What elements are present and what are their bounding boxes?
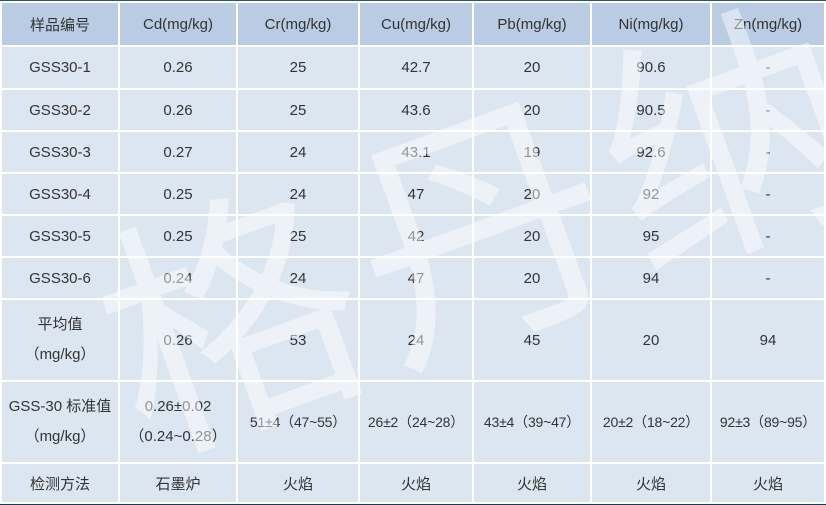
header-cell-ni: Ni(mg/kg) [592, 3, 710, 45]
cell: 0.25 [120, 174, 236, 214]
cell: 火焰 [360, 464, 472, 502]
average-label-line2: （mg/kg） [24, 346, 96, 363]
cell-standard-cr: 51±4（47~55） [238, 382, 358, 462]
table-row-gss30-1: GSS30-1 0.26 25 42.7 20 90.6 - [2, 47, 824, 88]
cell: 0.25 [120, 216, 236, 256]
cell: 42 [360, 216, 472, 256]
table-row-gss30-5: GSS30-5 0.25 25 42 20 95 - [2, 216, 824, 256]
row-label-average: 平均值 （mg/kg） [2, 300, 118, 380]
table-row-standard-value: GSS-30 标准值 （mg/kg） 0.26±0.02 （0.24~0.28）… [2, 382, 824, 462]
cell: - [712, 174, 824, 214]
cell-standard-pb: 43±4（39~47） [474, 382, 590, 462]
cell: 20 [474, 258, 590, 298]
cell: 20 [474, 47, 590, 88]
cell: 20 [474, 216, 590, 256]
cell: 90.5 [592, 90, 710, 130]
cell: 19 [474, 132, 590, 172]
cell: - [712, 47, 824, 88]
cell: - [712, 258, 824, 298]
cell: 20 [474, 90, 590, 130]
header-cell-cd: Cd(mg/kg) [120, 3, 236, 45]
cell: 0.26 [120, 90, 236, 130]
cell: 47 [360, 174, 472, 214]
average-label-line1: 平均值 [37, 315, 83, 333]
row-label: GSS30-5 [2, 216, 118, 256]
cell-standard-zn: 92±3（89~95） [712, 382, 824, 462]
table-row-method: 检测方法 石墨炉 火焰 火焰 火焰 火焰 火焰 [2, 464, 824, 502]
cell: 45 [474, 300, 590, 380]
table-row-gss30-3: GSS30-3 0.27 24 43.1 19 92.6 - [2, 132, 824, 172]
table-row-gss30-2: GSS30-2 0.26 25 43.6 20 90.5 - [2, 90, 824, 130]
row-label: GSS30-4 [2, 174, 118, 214]
cell: 25 [238, 90, 358, 130]
cell: 火焰 [712, 464, 824, 502]
standard-label-line2: （mg/kg） [24, 428, 96, 445]
cell: 95 [592, 216, 710, 256]
table-row-average: 平均值 （mg/kg） 0.26 53 24 45 20 94 [2, 300, 824, 380]
cell-standard-ni: 20±2（18~22） [592, 382, 710, 462]
cell: 24 [238, 174, 358, 214]
cell: 0.24 [120, 258, 236, 298]
header-row: 样品编号 Cd(mg/kg) Cr(mg/kg) Cu(mg/kg) Pb(mg… [2, 3, 824, 45]
cell: 92.6 [592, 132, 710, 172]
row-label: GSS30-2 [2, 90, 118, 130]
header-cell-pb: Pb(mg/kg) [474, 3, 590, 45]
cell: 0.26 [120, 47, 236, 88]
header-cell-cu: Cu(mg/kg) [360, 3, 472, 45]
cell: - [712, 132, 824, 172]
cell: 43.6 [360, 90, 472, 130]
cell: 0.26 [120, 300, 236, 380]
row-label: GSS30-3 [2, 132, 118, 172]
standard-cd-line2: （0.24~0.28） [129, 428, 227, 445]
cell-standard-cu: 26±2（24~28） [360, 382, 472, 462]
standard-label-line1: GSS-30 标准值 [8, 397, 112, 415]
cell: 石墨炉 [120, 464, 236, 502]
cell: 0.27 [120, 132, 236, 172]
row-label: GSS30-1 [2, 47, 118, 88]
cell-standard-cd: 0.26±0.02 （0.24~0.28） [120, 382, 236, 462]
cell: - [712, 216, 824, 256]
row-label-standard: GSS-30 标准值 （mg/kg） [2, 382, 118, 462]
table-row-gss30-4: GSS30-4 0.25 24 47 20 92 - [2, 174, 824, 214]
cell: 92 [592, 174, 710, 214]
cell: 53 [238, 300, 358, 380]
cell: 43.1 [360, 132, 472, 172]
cell: 94 [712, 300, 824, 380]
cell: 90.6 [592, 47, 710, 88]
standard-cd-line1: 0.26±0.02 [144, 397, 212, 415]
cell: 20 [474, 174, 590, 214]
header-cell-zn: Zn(mg/kg) [712, 3, 824, 45]
cell: - [712, 90, 824, 130]
cell: 42.7 [360, 47, 472, 88]
row-label-method: 检测方法 [2, 464, 118, 502]
cell: 20 [592, 300, 710, 380]
cell: 25 [238, 47, 358, 88]
cell: 47 [360, 258, 472, 298]
header-cell-sample-id: 样品编号 [2, 3, 118, 45]
table-row-gss30-6: GSS30-6 0.24 24 47 20 94 - [2, 258, 824, 298]
header-cell-cr: Cr(mg/kg) [238, 3, 358, 45]
cell: 24 [360, 300, 472, 380]
cell: 火焰 [592, 464, 710, 502]
cell: 火焰 [474, 464, 590, 502]
cell: 24 [238, 258, 358, 298]
cell: 火焰 [238, 464, 358, 502]
row-label: GSS30-6 [2, 258, 118, 298]
cell: 24 [238, 132, 358, 172]
cell: 25 [238, 216, 358, 256]
cell: 94 [592, 258, 710, 298]
